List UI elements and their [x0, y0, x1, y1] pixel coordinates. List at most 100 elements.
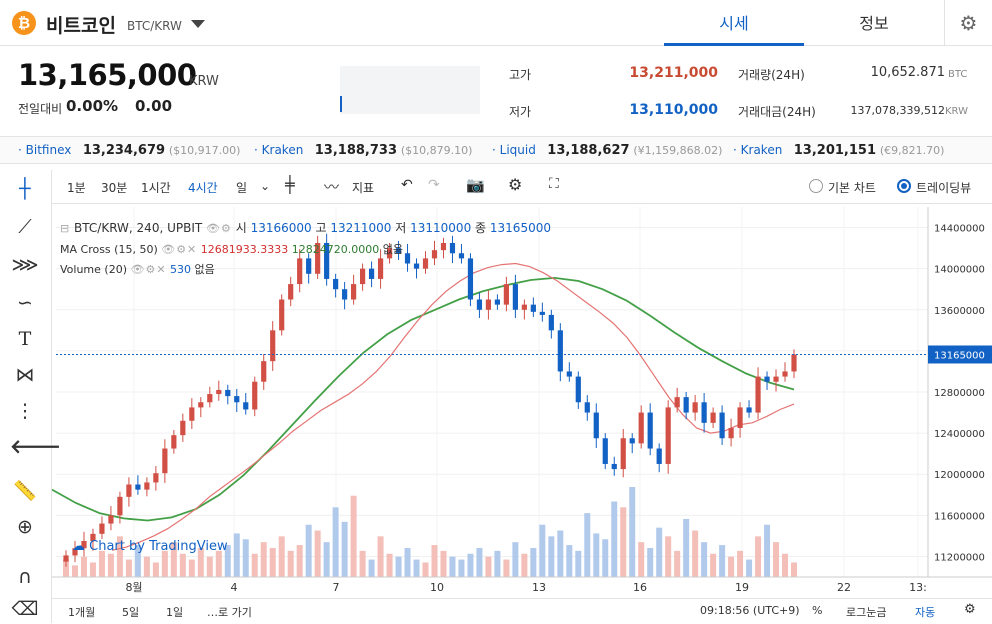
interval-4h[interactable]: 4시간: [188, 181, 218, 195]
legend-open-label: 시: [235, 221, 247, 235]
volume-bar: [494, 550, 501, 577]
candle-body: [746, 407, 752, 413]
candle-body: [719, 412, 725, 439]
volume-bar: [647, 547, 654, 577]
range-5day[interactable]: 5일: [122, 606, 140, 619]
legend-ma-actions-icon[interactable]: 👁⚙✕: [161, 243, 198, 256]
ruler-icon[interactable]: 📏: [13, 480, 37, 502]
interval-1h[interactable]: 1시간: [141, 181, 171, 195]
price-tick-label: 12800000: [934, 388, 985, 399]
candle-body: [180, 420, 186, 436]
candle-body: [701, 402, 707, 423]
brush-icon[interactable]: ∽: [17, 292, 33, 314]
candle-body: [557, 330, 563, 372]
exchange-sub: ($10,879.10): [400, 144, 473, 157]
tradingview-label: 트레이딩뷰: [916, 181, 972, 195]
exchange-price: 13,188,733: [314, 143, 398, 158]
volume-bar: [557, 530, 564, 577]
volume-bar: [620, 507, 627, 577]
candle-body: [512, 284, 518, 310]
candle-body: [458, 253, 465, 259]
candle-body: [602, 438, 608, 464]
price-tick-label: 12000000: [934, 470, 985, 481]
eraser-icon[interactable]: ⌫: [11, 598, 39, 620]
candle-body: [189, 407, 195, 421]
legend-volume-actions-icon[interactable]: 👁⚙✕: [130, 263, 167, 276]
zoom-in-icon[interactable]: ⊕: [17, 516, 33, 538]
app-header: [0, 0, 992, 46]
legend-ma-slow: 12824720.0000: [291, 243, 380, 256]
gear-icon[interactable]: ⚙: [944, 0, 992, 46]
legend-actions-icon[interactable]: 👁⚙: [206, 222, 232, 235]
arrow-left-icon[interactable]: 🡐: [10, 436, 61, 458]
time-tick-label: 13:: [909, 581, 927, 594]
bottom-settings-icon[interactable]: ⚙: [964, 602, 976, 617]
range-1month[interactable]: 1개월: [68, 606, 96, 619]
interval-30m[interactable]: 30분: [101, 181, 128, 195]
volume-bar: [314, 530, 321, 577]
candle-body: [198, 402, 204, 408]
fullscreen-icon[interactable]: ⛶: [549, 176, 559, 192]
legend-ma-label: MA Cross (15, 50): [60, 243, 158, 256]
chevron-down-icon[interactable]: [191, 20, 205, 28]
volume-bar: [386, 553, 393, 577]
candle-body: [728, 427, 734, 439]
volume-bar: [80, 556, 87, 577]
candle-type-icon[interactable]: ╪: [285, 175, 295, 194]
tradingview-logo[interactable]: ☁ Chart by TradingView: [72, 539, 228, 554]
magnet-icon[interactable]: ∩: [18, 566, 32, 588]
candle-body: [234, 396, 240, 403]
interval-1m[interactable]: 1분: [67, 181, 86, 195]
indicator-icon[interactable]: 〰: [324, 178, 340, 196]
fib-icon[interactable]: ⋙: [11, 254, 39, 276]
price-tick-label: 11200000: [934, 552, 985, 563]
current-price-label: 13165000: [934, 350, 985, 361]
interval-day[interactable]: 일: [236, 181, 248, 195]
legend-close-label: 종: [475, 221, 487, 235]
undo-icon[interactable]: ↶: [401, 177, 413, 193]
indicator-button[interactable]: 지표: [352, 181, 375, 195]
tab-info[interactable]: 정보: [859, 14, 889, 33]
basic-chart-radio[interactable]: [809, 179, 823, 193]
auto-scale-toggle[interactable]: 자동: [915, 606, 936, 619]
volume-bar: [530, 547, 537, 577]
tab-quote[interactable]: 시세: [664, 0, 804, 46]
exchange-price: 13,188,627: [547, 143, 630, 158]
collapse-icon[interactable]: ⊟: [60, 222, 71, 235]
volume-bar: [395, 556, 402, 577]
legend-ma-row: MA Cross (15, 50) 👁⚙✕ 12681933.3333 1282…: [60, 241, 403, 257]
volume-bar: [773, 542, 780, 577]
volume-bar: [125, 559, 132, 577]
volume-bar: [629, 487, 636, 577]
candle-body: [99, 523, 105, 534]
prediction-icon[interactable]: ⋮: [15, 400, 35, 422]
exchange-item[interactable]: · Bitfinex 13,234,679 ($10,917.00): [18, 143, 241, 158]
text-tool-icon[interactable]: T: [18, 328, 32, 350]
exchange-item[interactable]: · Kraken 13,188,733 ($10,879.10): [254, 143, 473, 158]
redo-icon[interactable]: ↷: [428, 177, 440, 193]
tradingview-radio[interactable]: [897, 179, 911, 193]
high-value: 13,211,000: [629, 65, 718, 81]
camera-icon[interactable]: 📷: [466, 176, 485, 194]
crosshair-icon[interactable]: ┼: [19, 178, 31, 200]
trend-line-icon[interactable]: ⟋: [18, 216, 32, 238]
price-chart[interactable]: 11200000 11600000 12000000 12400000 12800000…: [52, 207, 992, 595]
price-tick-label: 11600000: [934, 511, 985, 522]
interval-dropdown-icon[interactable]: ⌄: [260, 179, 271, 193]
time-tick-label: 8월: [125, 581, 142, 594]
percent-toggle[interactable]: %: [812, 604, 823, 617]
legend-volume-label: Volume (20): [60, 263, 127, 276]
log-scale-toggle[interactable]: 로그눈금: [846, 606, 887, 619]
chart-settings-icon[interactable]: ⚙: [508, 175, 523, 194]
volume-bar: [251, 553, 258, 577]
goto-date[interactable]: …로 가기: [207, 606, 252, 619]
candle-body: [710, 412, 716, 423]
exchange-item[interactable]: · Liquid 13,188,627 (¥1,159,868.02): [492, 143, 723, 158]
candle-body: [368, 268, 375, 279]
candle-body: [575, 376, 581, 403]
time-tick-label: 19: [735, 581, 749, 594]
pattern-icon[interactable]: ⋈: [15, 364, 35, 386]
range-1day[interactable]: 1일: [166, 606, 184, 619]
exchange-item[interactable]: · Kraken 13,201,151 (€9,821.70): [733, 143, 945, 158]
volume-bar: [377, 536, 384, 577]
